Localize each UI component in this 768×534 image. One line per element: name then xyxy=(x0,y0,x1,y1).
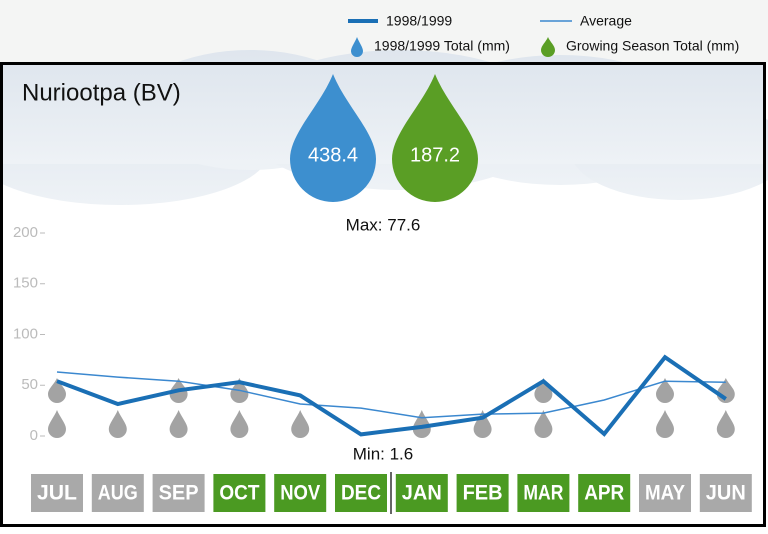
y-tick-label: 100 xyxy=(13,325,38,342)
month-box xyxy=(213,474,266,512)
x-tick-label: SEP xyxy=(159,482,199,505)
total-drop xyxy=(290,74,376,202)
x-tick-label: OCT xyxy=(219,482,259,505)
legend-label: 1998/1999 Total (mm) xyxy=(374,38,510,54)
x-tick-label: APR xyxy=(584,482,624,505)
month-box xyxy=(335,474,387,512)
month-box xyxy=(31,474,83,512)
rain-drop xyxy=(716,410,735,438)
rain-drop xyxy=(108,410,127,438)
total-value: 438.4 xyxy=(308,144,358,166)
max-annotation: Max: 77.6 xyxy=(346,215,421,234)
rain-drop xyxy=(291,410,310,438)
chart-title: Nuriootpa (BV) xyxy=(22,79,181,106)
month-box xyxy=(91,474,144,512)
legend-label: Average xyxy=(580,13,632,29)
x-tick-label: JAN xyxy=(402,482,442,505)
month-box xyxy=(517,474,570,512)
rain-drop xyxy=(48,378,66,403)
y-tick-label: 150 xyxy=(13,275,38,292)
month-box xyxy=(699,474,752,512)
x-tick-label: MAR xyxy=(523,482,563,505)
frame xyxy=(0,62,766,527)
rain-drop xyxy=(48,410,66,438)
cloud xyxy=(0,50,768,205)
x-tick-label: DEC xyxy=(341,482,381,505)
x-tick-label: AUG xyxy=(98,482,138,505)
rain-drop xyxy=(656,378,674,403)
rain-drop xyxy=(534,378,553,403)
month-box xyxy=(456,474,509,512)
legend-drop xyxy=(351,37,363,57)
series-line xyxy=(56,354,727,437)
total-drop xyxy=(392,74,478,202)
y-tick-label: 0 xyxy=(30,427,38,444)
rain-drop xyxy=(656,410,674,438)
rain-drop xyxy=(534,410,553,438)
month-box xyxy=(578,474,631,512)
month-box xyxy=(274,474,327,512)
series-line xyxy=(56,371,726,419)
legend-label: Growing Season Total (mm) xyxy=(566,38,739,54)
total-value: 187.2 xyxy=(410,144,460,166)
month-box xyxy=(152,474,205,512)
x-tick-label: JUN xyxy=(706,482,746,505)
x-tick-label: MAY xyxy=(645,482,685,505)
x-tick-label: JUL xyxy=(37,482,77,505)
min-annotation: Min: 1.6 xyxy=(353,444,413,463)
legend-label: 1998/1999 xyxy=(386,13,452,29)
y-tick-label: 50 xyxy=(21,376,38,393)
rain-drop xyxy=(412,410,431,438)
x-tick-label: NOV xyxy=(280,482,320,505)
rain-drop xyxy=(473,410,492,438)
month-box xyxy=(395,474,448,512)
month-box xyxy=(639,474,691,512)
rain-drop xyxy=(169,410,188,438)
y-tick-label: 200 xyxy=(13,224,38,241)
legend-drop xyxy=(541,37,555,57)
x-tick-label: FEB xyxy=(463,482,503,505)
rain-drop xyxy=(230,410,249,438)
